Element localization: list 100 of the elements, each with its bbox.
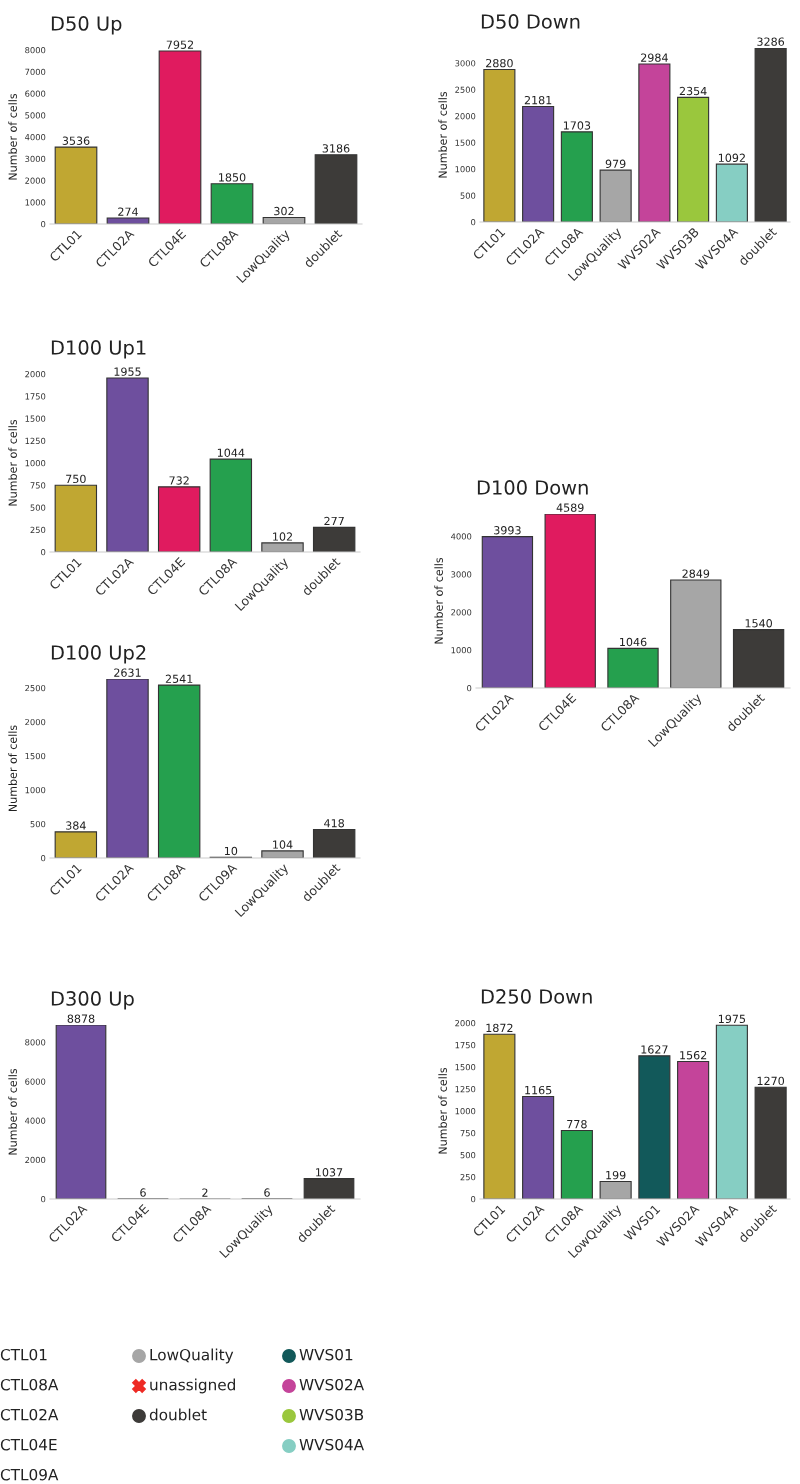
y-tick-label: 0: [41, 548, 46, 556]
data-label: 2984: [641, 53, 668, 62]
y-tick-label: 8000: [25, 1039, 46, 1046]
text: CTL02A: [0, 1408, 59, 1421]
y-tick-label: 1250: [455, 1085, 476, 1093]
data-label: 979: [605, 159, 626, 169]
y-tick-label: 2000: [455, 1019, 476, 1027]
data-label: 6: [140, 1188, 146, 1197]
y-axis-title: Number of cells: [8, 419, 17, 506]
y-tick-label: 4000: [25, 133, 46, 141]
y-axis-title: Number of cells: [434, 557, 443, 644]
data-label: 302: [274, 206, 294, 216]
data-label: 277: [324, 516, 344, 526]
data-label: 1540: [745, 619, 772, 628]
y-tick-label: 2500: [455, 86, 476, 93]
y-tick-label: 750: [30, 482, 46, 489]
y-tick-label: 1250: [25, 437, 46, 445]
data-label: 778: [567, 1119, 587, 1129]
y-tick-label: 8000: [25, 46, 46, 54]
legend-label: WVS02A: [299, 1378, 365, 1391]
y-tick-label: 500: [460, 192, 476, 199]
data-label: 1850: [219, 173, 246, 182]
y-tick-label: 0: [41, 854, 46, 862]
data-label: 384: [66, 821, 86, 830]
chart-title: D100 Up2: [51, 645, 146, 664]
text: CTL04E: [0, 1438, 57, 1451]
legend-label: WVS03B: [299, 1408, 364, 1421]
y-tick-label: 2000: [25, 177, 46, 184]
y-tick-label: 500: [30, 504, 46, 511]
chart-title: D300 Up: [51, 991, 134, 1010]
data-label: 1975: [718, 1014, 746, 1024]
y-tick-label: 500: [460, 1151, 476, 1159]
data-label: 2354: [679, 86, 707, 96]
y-tick-label: 0: [467, 684, 472, 692]
y-tick-label: 6000: [25, 90, 46, 97]
data-label: 102: [273, 532, 292, 541]
legend-label: unassigned: [150, 1378, 235, 1394]
y-tick-label: 0: [471, 1195, 476, 1203]
chart-title: D100 Up1: [51, 340, 146, 359]
data-label: 1270: [757, 1076, 785, 1086]
data-label: 1046: [620, 637, 647, 647]
legend-label: LowQuality: [150, 1348, 234, 1364]
data-label: 4589: [556, 503, 584, 512]
y-tick-label: 1500: [455, 139, 476, 146]
data-label: 732: [169, 476, 189, 485]
data-label: 8878: [67, 1014, 95, 1023]
y-tick-label: 2000: [25, 718, 46, 726]
y-tick-label: 1000: [455, 166, 476, 173]
text: CTL08A: [0, 1378, 59, 1391]
text: CTL01: [0, 1348, 47, 1361]
chart-title: D250 Down: [481, 989, 592, 1004]
y-tick-label: 3000: [451, 571, 472, 578]
y-axis-title: Number of cells: [8, 1068, 17, 1155]
y-tick-label: 4000: [451, 533, 472, 540]
data-label: 1703: [563, 121, 591, 130]
data-label: 274: [118, 207, 138, 216]
data-label: 10: [224, 846, 238, 856]
data-label: 104: [273, 840, 293, 849]
data-label: 1044: [217, 448, 245, 457]
data-label: 3536: [62, 136, 90, 145]
data-label: 1165: [525, 1085, 552, 1095]
data-label: 1627: [641, 1045, 668, 1054]
data-label: 2: [202, 1188, 208, 1197]
y-tick-label: 0: [41, 1195, 46, 1203]
y-tick-label: 1750: [455, 1041, 476, 1049]
chart-title: D50 Up: [51, 16, 122, 35]
data-label: 3286: [757, 37, 785, 46]
data-label: 1872: [486, 1023, 513, 1033]
y-tick-label: 250: [460, 1173, 476, 1181]
data-label: 418: [324, 819, 345, 828]
data-label: 2541: [165, 674, 193, 683]
data-label: 199: [606, 1170, 626, 1180]
y-tick-label: 2000: [25, 370, 46, 378]
data-label: 2181: [524, 95, 552, 105]
data-label: 6: [264, 1188, 270, 1197]
y-tick-label: 3000: [25, 155, 46, 163]
y-tick-label: 6000: [25, 1078, 46, 1085]
y-tick-label: 1500: [25, 415, 46, 422]
y-tick-label: 500: [30, 820, 46, 828]
y-tick-label: 2500: [25, 684, 46, 692]
y-tick-label: 5000: [25, 112, 46, 119]
data-label: 750: [66, 474, 86, 484]
y-axis-title: Number of cells: [8, 725, 17, 812]
text: CTL09A: [0, 1468, 59, 1481]
y-tick-label: 0: [41, 220, 46, 228]
y-axis-title: Number of cells: [438, 91, 447, 178]
y-tick-label: 2000: [25, 1156, 46, 1164]
data-label: 1092: [718, 153, 745, 163]
y-tick-label: 1000: [455, 1107, 476, 1115]
y-axis-title: Number of cells: [8, 93, 17, 180]
data-label: 1562: [680, 1050, 707, 1060]
legend-label: WVS04A: [299, 1438, 365, 1451]
y-tick-label: 3000: [455, 60, 476, 67]
y-axis-title: Number of cells: [438, 1067, 447, 1154]
y-tick-label: 1000: [25, 786, 46, 794]
y-tick-label: 250: [30, 526, 46, 534]
y-tick-label: 7000: [25, 68, 46, 76]
y-tick-label: 4000: [25, 1117, 46, 1124]
data-label: 1955: [114, 367, 141, 376]
data-label: 7952: [166, 40, 194, 49]
